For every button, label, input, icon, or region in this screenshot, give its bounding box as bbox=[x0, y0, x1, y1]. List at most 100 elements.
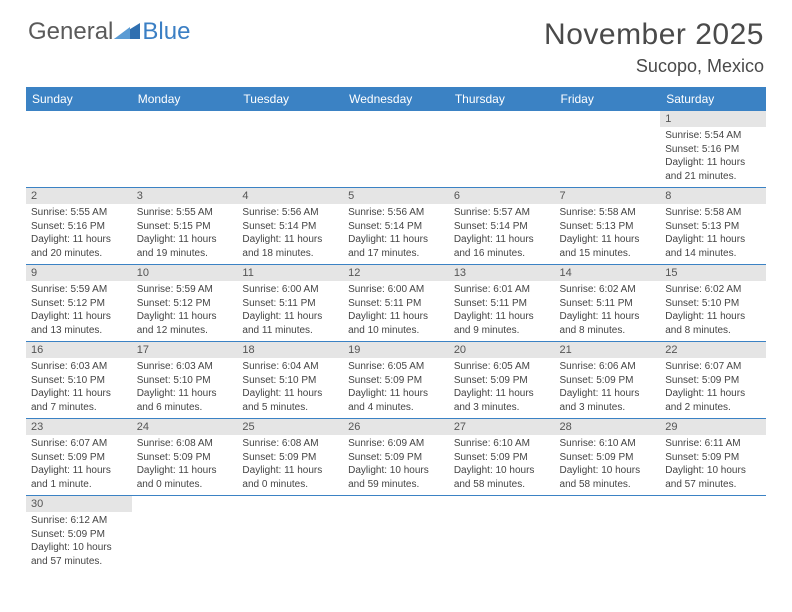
day-details: Sunrise: 6:07 AMSunset: 5:09 PMDaylight:… bbox=[26, 435, 132, 495]
empty-cell bbox=[555, 111, 661, 188]
empty-cell bbox=[660, 496, 766, 573]
day-number: 26 bbox=[343, 419, 449, 435]
day-number: 9 bbox=[26, 265, 132, 281]
day-details: Sunrise: 5:54 AMSunset: 5:16 PMDaylight:… bbox=[660, 127, 766, 187]
day-header-row: SundayMondayTuesdayWednesdayThursdayFrid… bbox=[26, 87, 766, 111]
day-header: Wednesday bbox=[343, 87, 449, 111]
day-details: Sunrise: 5:57 AMSunset: 5:14 PMDaylight:… bbox=[449, 204, 555, 264]
day-number: 22 bbox=[660, 342, 766, 358]
day-cell: 12Sunrise: 6:00 AMSunset: 5:11 PMDayligh… bbox=[343, 265, 449, 342]
day-cell: 16Sunrise: 6:03 AMSunset: 5:10 PMDayligh… bbox=[26, 342, 132, 419]
day-number: 28 bbox=[555, 419, 661, 435]
day-details: Sunrise: 6:01 AMSunset: 5:11 PMDaylight:… bbox=[449, 281, 555, 341]
day-cell: 14Sunrise: 6:02 AMSunset: 5:11 PMDayligh… bbox=[555, 265, 661, 342]
logo-text-blue: Blue bbox=[142, 18, 190, 46]
logo: General Blue bbox=[28, 18, 190, 46]
empty-cell bbox=[26, 111, 132, 188]
day-details: Sunrise: 6:00 AMSunset: 5:11 PMDaylight:… bbox=[343, 281, 449, 341]
day-number: 23 bbox=[26, 419, 132, 435]
day-details: Sunrise: 6:10 AMSunset: 5:09 PMDaylight:… bbox=[449, 435, 555, 495]
day-cell: 24Sunrise: 6:08 AMSunset: 5:09 PMDayligh… bbox=[132, 419, 238, 496]
week-row: 23Sunrise: 6:07 AMSunset: 5:09 PMDayligh… bbox=[26, 419, 766, 496]
week-row: 9Sunrise: 5:59 AMSunset: 5:12 PMDaylight… bbox=[26, 265, 766, 342]
empty-cell bbox=[237, 111, 343, 188]
day-details: Sunrise: 6:09 AMSunset: 5:09 PMDaylight:… bbox=[343, 435, 449, 495]
day-details: Sunrise: 6:05 AMSunset: 5:09 PMDaylight:… bbox=[343, 358, 449, 418]
day-details: Sunrise: 5:58 AMSunset: 5:13 PMDaylight:… bbox=[660, 204, 766, 264]
week-row: 30Sunrise: 6:12 AMSunset: 5:09 PMDayligh… bbox=[26, 496, 766, 573]
day-cell: 15Sunrise: 6:02 AMSunset: 5:10 PMDayligh… bbox=[660, 265, 766, 342]
empty-cell bbox=[449, 496, 555, 573]
day-number: 30 bbox=[26, 496, 132, 512]
day-number: 2 bbox=[26, 188, 132, 204]
day-header: Thursday bbox=[449, 87, 555, 111]
day-number: 29 bbox=[660, 419, 766, 435]
day-header: Tuesday bbox=[237, 87, 343, 111]
day-cell: 11Sunrise: 6:00 AMSunset: 5:11 PMDayligh… bbox=[237, 265, 343, 342]
day-cell: 17Sunrise: 6:03 AMSunset: 5:10 PMDayligh… bbox=[132, 342, 238, 419]
day-cell: 30Sunrise: 6:12 AMSunset: 5:09 PMDayligh… bbox=[26, 496, 132, 573]
day-cell: 4Sunrise: 5:56 AMSunset: 5:14 PMDaylight… bbox=[237, 188, 343, 265]
day-details: Sunrise: 6:06 AMSunset: 5:09 PMDaylight:… bbox=[555, 358, 661, 418]
day-header: Friday bbox=[555, 87, 661, 111]
day-cell: 26Sunrise: 6:09 AMSunset: 5:09 PMDayligh… bbox=[343, 419, 449, 496]
day-details: Sunrise: 6:04 AMSunset: 5:10 PMDaylight:… bbox=[237, 358, 343, 418]
day-number: 7 bbox=[555, 188, 661, 204]
title-month: November 2025 bbox=[544, 18, 764, 52]
day-number: 6 bbox=[449, 188, 555, 204]
day-number: 24 bbox=[132, 419, 238, 435]
day-cell: 18Sunrise: 6:04 AMSunset: 5:10 PMDayligh… bbox=[237, 342, 343, 419]
day-number: 5 bbox=[343, 188, 449, 204]
day-cell: 19Sunrise: 6:05 AMSunset: 5:09 PMDayligh… bbox=[343, 342, 449, 419]
day-cell: 23Sunrise: 6:07 AMSunset: 5:09 PMDayligh… bbox=[26, 419, 132, 496]
day-cell: 13Sunrise: 6:01 AMSunset: 5:11 PMDayligh… bbox=[449, 265, 555, 342]
calendar-table: SundayMondayTuesdayWednesdayThursdayFrid… bbox=[26, 87, 766, 572]
day-number: 10 bbox=[132, 265, 238, 281]
empty-cell bbox=[132, 496, 238, 573]
day-cell: 25Sunrise: 6:08 AMSunset: 5:09 PMDayligh… bbox=[237, 419, 343, 496]
header: General Blue November 2025 Sucopo, Mexic… bbox=[0, 0, 792, 87]
day-number: 14 bbox=[555, 265, 661, 281]
day-cell: 10Sunrise: 5:59 AMSunset: 5:12 PMDayligh… bbox=[132, 265, 238, 342]
day-cell: 27Sunrise: 6:10 AMSunset: 5:09 PMDayligh… bbox=[449, 419, 555, 496]
title-block: November 2025 Sucopo, Mexico bbox=[544, 18, 764, 77]
day-number: 11 bbox=[237, 265, 343, 281]
day-header: Saturday bbox=[660, 87, 766, 111]
day-details: Sunrise: 6:10 AMSunset: 5:09 PMDaylight:… bbox=[555, 435, 661, 495]
empty-cell bbox=[343, 111, 449, 188]
day-number: 18 bbox=[237, 342, 343, 358]
day-details: Sunrise: 6:03 AMSunset: 5:10 PMDaylight:… bbox=[132, 358, 238, 418]
calendar-body: 1Sunrise: 5:54 AMSunset: 5:16 PMDaylight… bbox=[26, 111, 766, 572]
day-number: 13 bbox=[449, 265, 555, 281]
week-row: 2Sunrise: 5:55 AMSunset: 5:16 PMDaylight… bbox=[26, 188, 766, 265]
day-number: 8 bbox=[660, 188, 766, 204]
day-details: Sunrise: 6:03 AMSunset: 5:10 PMDaylight:… bbox=[26, 358, 132, 418]
day-number: 25 bbox=[237, 419, 343, 435]
title-location: Sucopo, Mexico bbox=[544, 56, 764, 77]
day-number: 27 bbox=[449, 419, 555, 435]
day-details: Sunrise: 6:08 AMSunset: 5:09 PMDaylight:… bbox=[237, 435, 343, 495]
empty-cell bbox=[132, 111, 238, 188]
day-cell: 29Sunrise: 6:11 AMSunset: 5:09 PMDayligh… bbox=[660, 419, 766, 496]
logo-text-general: General bbox=[28, 18, 113, 46]
week-row: 1Sunrise: 5:54 AMSunset: 5:16 PMDaylight… bbox=[26, 111, 766, 188]
day-details: Sunrise: 6:02 AMSunset: 5:11 PMDaylight:… bbox=[555, 281, 661, 341]
day-cell: 1Sunrise: 5:54 AMSunset: 5:16 PMDaylight… bbox=[660, 111, 766, 188]
day-number: 19 bbox=[343, 342, 449, 358]
day-details: Sunrise: 5:59 AMSunset: 5:12 PMDaylight:… bbox=[26, 281, 132, 341]
day-number: 15 bbox=[660, 265, 766, 281]
day-cell: 3Sunrise: 5:55 AMSunset: 5:15 PMDaylight… bbox=[132, 188, 238, 265]
week-row: 16Sunrise: 6:03 AMSunset: 5:10 PMDayligh… bbox=[26, 342, 766, 419]
day-details: Sunrise: 6:12 AMSunset: 5:09 PMDaylight:… bbox=[26, 512, 132, 572]
day-number: 1 bbox=[660, 111, 766, 127]
day-number: 17 bbox=[132, 342, 238, 358]
day-number: 4 bbox=[237, 188, 343, 204]
logo-triangle-icon bbox=[114, 18, 140, 46]
day-number: 20 bbox=[449, 342, 555, 358]
day-details: Sunrise: 5:56 AMSunset: 5:14 PMDaylight:… bbox=[343, 204, 449, 264]
day-details: Sunrise: 6:11 AMSunset: 5:09 PMDaylight:… bbox=[660, 435, 766, 495]
day-details: Sunrise: 5:58 AMSunset: 5:13 PMDaylight:… bbox=[555, 204, 661, 264]
day-cell: 21Sunrise: 6:06 AMSunset: 5:09 PMDayligh… bbox=[555, 342, 661, 419]
day-number: 3 bbox=[132, 188, 238, 204]
day-cell: 22Sunrise: 6:07 AMSunset: 5:09 PMDayligh… bbox=[660, 342, 766, 419]
